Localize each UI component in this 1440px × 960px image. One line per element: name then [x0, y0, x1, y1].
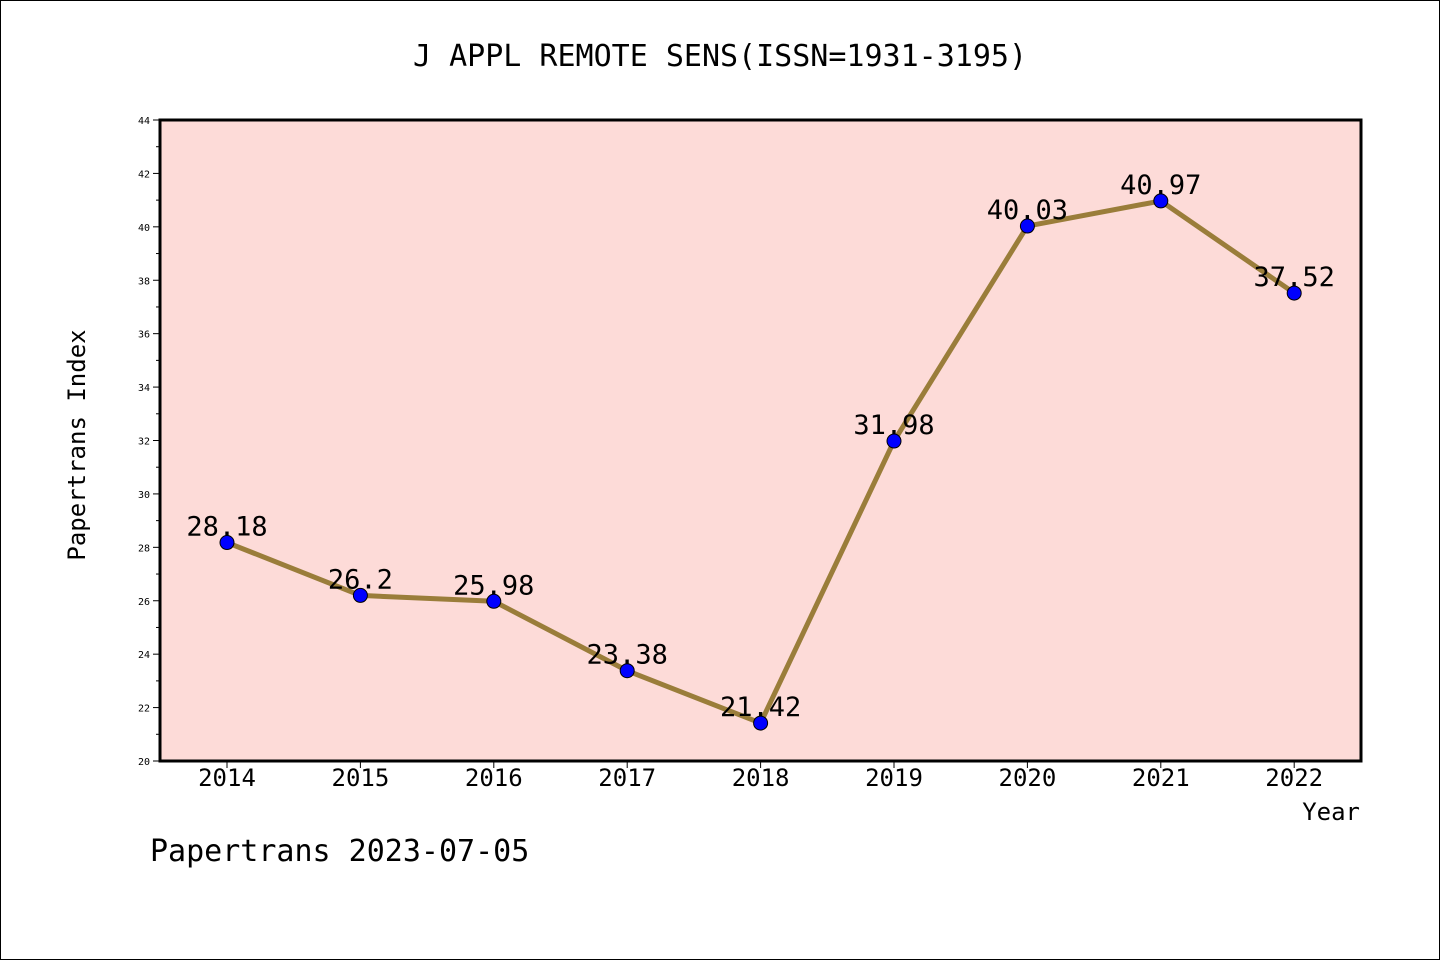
x-tick-label: 2018: [732, 764, 790, 792]
data-point: [619, 663, 635, 679]
y-tick-label: 34: [138, 383, 150, 394]
y-tick-label: 30: [138, 490, 150, 501]
data-point: [486, 593, 502, 609]
y-tick-label: 26: [138, 597, 150, 608]
data-label: 37.52: [1254, 262, 1335, 293]
data-label: 40.03: [987, 195, 1068, 226]
data-label: 25.98: [453, 570, 534, 601]
y-axis: 20 22 24 26 28 30 32 34 36 38 40 42 44: [138, 116, 160, 768]
x-tick-label: 2017: [598, 764, 656, 792]
x-tick-label: 2020: [999, 764, 1057, 792]
x-axis-label: Year: [1302, 798, 1360, 826]
y-tick-label: 28: [138, 543, 150, 554]
x-tick-label: 2014: [198, 764, 256, 792]
chart-title: J APPL REMOTE SENS(ISSN=1931-3195): [413, 39, 1027, 74]
data-point: [753, 715, 769, 731]
data-label: 40.97: [1120, 170, 1201, 201]
data-markers: [219, 193, 1302, 731]
y-tick-label: 40: [138, 223, 150, 234]
y-tick-label: 24: [138, 650, 150, 661]
data-label: 28.18: [186, 512, 267, 543]
plot-area: [158, 118, 1363, 763]
y-tick-label: 38: [138, 276, 150, 287]
x-tick-label: 2019: [865, 764, 923, 792]
x-tick-label: 2016: [465, 764, 523, 792]
data-labels: 28.18 26.2 25.98 23.38 21.42 31.98 40.03 40.97 3…: [186, 170, 1334, 723]
data-point: [1286, 285, 1302, 301]
data-point: [219, 535, 235, 551]
y-tick-label: 32: [138, 437, 150, 448]
x-tick-label: 2022: [1265, 764, 1323, 792]
data-label: 26.2: [328, 564, 393, 595]
data-point: [352, 587, 368, 603]
data-label: 21.42: [720, 692, 801, 723]
data-point: [1153, 193, 1169, 209]
data-label: 31.98: [853, 410, 934, 441]
data-point: [1019, 218, 1035, 234]
x-tick-label: 2015: [332, 764, 390, 792]
data-label: 23.38: [587, 640, 668, 671]
y-tick-label: 20: [138, 757, 150, 768]
y-axis-label: Papertrans Index: [63, 329, 91, 560]
footer-text: Papertrans 2023-07-05: [150, 834, 530, 869]
y-tick-label: 42: [138, 169, 150, 180]
y-tick-label: 44: [138, 116, 150, 127]
x-tick-label: 2021: [1132, 764, 1190, 792]
y-tick-label: 22: [138, 704, 150, 715]
data-point: [886, 433, 902, 449]
x-axis: 2014 2015 2016 2017 2018 2019 2020 2021 2022: [198, 761, 1323, 792]
y-tick-label: 36: [138, 330, 150, 341]
